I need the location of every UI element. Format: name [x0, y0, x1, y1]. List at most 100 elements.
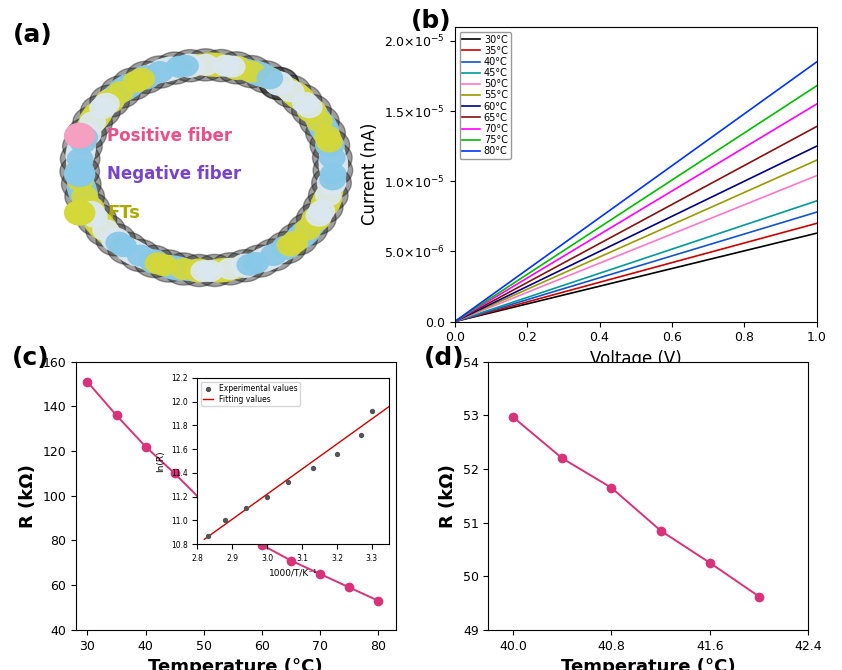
65°C — [793, 132, 803, 140]
Circle shape — [239, 62, 264, 82]
60°C — [517, 285, 527, 293]
35°C — [546, 291, 557, 299]
Circle shape — [134, 245, 173, 277]
Circle shape — [83, 103, 112, 126]
Circle shape — [124, 72, 149, 92]
40°C — [472, 311, 482, 319]
Circle shape — [306, 111, 332, 132]
Circle shape — [72, 123, 101, 145]
40°C — [517, 297, 527, 306]
40°C — [450, 318, 460, 326]
Circle shape — [158, 256, 187, 279]
Circle shape — [282, 84, 322, 117]
Circle shape — [312, 167, 351, 199]
Circle shape — [257, 68, 283, 88]
Y-axis label: Current (nA): Current (nA) — [360, 123, 379, 225]
Circle shape — [120, 74, 146, 94]
Circle shape — [226, 250, 265, 282]
Circle shape — [213, 56, 238, 76]
80°C — [812, 58, 822, 66]
60°C — [781, 157, 791, 165]
Line: 55°C: 55°C — [455, 160, 817, 322]
Circle shape — [108, 232, 147, 265]
45°C — [793, 203, 803, 211]
Legend: 30°C, 35°C, 40°C, 45°C, 50°C, 55°C, 60°C, 65°C, 70°C, 75°C, 80°C: 30°C, 35°C, 40°C, 45°C, 50°C, 55°C, 60°C… — [460, 31, 511, 159]
30°C — [546, 294, 557, 302]
Circle shape — [109, 78, 138, 100]
Circle shape — [259, 68, 299, 100]
Circle shape — [131, 66, 160, 89]
Circle shape — [189, 54, 214, 75]
Circle shape — [285, 86, 313, 109]
55°C — [546, 275, 557, 283]
50°C — [464, 312, 474, 320]
Circle shape — [257, 68, 283, 88]
Circle shape — [248, 64, 276, 86]
40°C — [781, 218, 791, 226]
Circle shape — [185, 259, 213, 282]
70°C — [546, 260, 557, 268]
75°C — [517, 274, 527, 282]
Circle shape — [81, 95, 120, 127]
50°C — [472, 309, 482, 317]
40°C — [793, 214, 803, 222]
Circle shape — [66, 160, 93, 183]
Circle shape — [176, 54, 205, 77]
Text: Negative fiber: Negative fiber — [108, 165, 242, 183]
Circle shape — [77, 115, 103, 136]
Circle shape — [307, 113, 336, 136]
60°C — [546, 271, 557, 279]
Circle shape — [256, 246, 284, 269]
60°C — [793, 151, 803, 159]
Circle shape — [316, 185, 341, 206]
60°C — [450, 318, 460, 326]
Circle shape — [291, 94, 331, 127]
75°C — [472, 304, 482, 312]
Circle shape — [82, 206, 107, 227]
Circle shape — [88, 101, 113, 122]
Circle shape — [65, 200, 94, 225]
Circle shape — [270, 240, 296, 261]
Circle shape — [75, 120, 100, 141]
Circle shape — [155, 52, 195, 84]
30°C — [472, 312, 482, 320]
35°C — [812, 219, 822, 227]
60°C — [464, 310, 474, 318]
Circle shape — [143, 63, 168, 83]
Circle shape — [152, 255, 177, 275]
Circle shape — [320, 169, 345, 190]
Circle shape — [321, 164, 346, 184]
35°C — [450, 318, 460, 326]
Circle shape — [106, 232, 131, 253]
Circle shape — [291, 221, 319, 244]
Circle shape — [242, 61, 270, 84]
Circle shape — [317, 131, 342, 152]
55°C — [464, 311, 474, 319]
Circle shape — [279, 81, 304, 102]
Circle shape — [156, 57, 184, 80]
Circle shape — [67, 138, 95, 161]
Circle shape — [217, 259, 242, 279]
Circle shape — [320, 160, 345, 181]
70°C — [793, 111, 803, 119]
Circle shape — [147, 62, 173, 82]
Circle shape — [77, 204, 117, 236]
75°C — [546, 255, 557, 263]
Circle shape — [280, 82, 309, 105]
70°C — [450, 318, 460, 326]
Circle shape — [222, 258, 248, 279]
75°C — [464, 308, 474, 316]
X-axis label: Voltage (V): Voltage (V) — [590, 350, 681, 368]
80°C — [472, 302, 482, 310]
Circle shape — [126, 61, 166, 93]
Circle shape — [84, 210, 109, 230]
Circle shape — [149, 250, 189, 282]
65°C — [812, 123, 822, 131]
Circle shape — [75, 195, 100, 215]
Circle shape — [73, 190, 99, 210]
Circle shape — [68, 174, 94, 194]
Circle shape — [246, 61, 285, 93]
Y-axis label: R (kΩ): R (kΩ) — [19, 464, 37, 528]
Circle shape — [275, 78, 301, 99]
Circle shape — [104, 84, 130, 105]
